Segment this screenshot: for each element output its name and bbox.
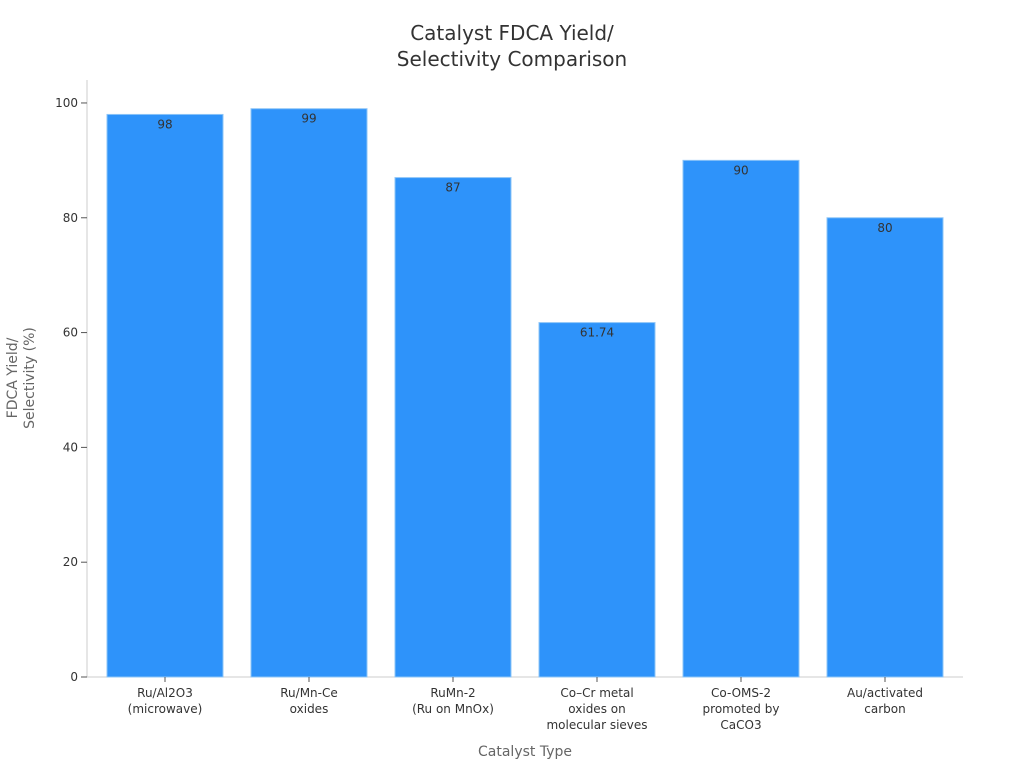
y-tick-label: 80 [63,211,78,225]
bar-data-label: 87 [445,181,460,195]
bar-data-label: 90 [733,163,748,177]
x-tick-label: Co–Cr metal [560,686,633,700]
y-tick-label: 40 [63,440,78,454]
bar [394,177,512,678]
axes [86,80,963,678]
x-tick-label: molecular sieves [546,718,647,732]
bar [826,217,944,678]
bar [106,113,224,678]
y-tick-label: 0 [70,670,78,684]
x-tick-label: Au/activated [847,686,923,700]
x-tick-label: RuMn-2 [430,686,475,700]
bar [538,322,656,678]
bar-data-label: 80 [877,221,892,235]
y-ticks: 0 20 40 60 80 100 [55,96,87,684]
bars [106,108,944,678]
x-tick-label: oxides [290,702,329,716]
bar [682,159,800,678]
x-tick-label: Ru/Al2O3 [137,686,193,700]
x-tick-label: promoted by [703,702,780,716]
bar [250,108,368,678]
y-axis-label-line: Selectivity (%) [22,327,38,429]
x-tick-label: Ru/Mn-Ce [280,686,338,700]
y-tick-label: 100 [55,96,78,110]
x-tick-label: carbon [864,702,905,716]
chart-title-line: Catalyst FDCA Yield/ [410,21,614,45]
y-axis-label: FDCA Yield/Selectivity (%) [5,327,38,429]
bar-data-label: 99 [301,112,316,126]
y-tick-label: 60 [63,326,78,340]
data-labels: 98 99 87 61.74 90 80 [157,112,892,340]
y-axis-label-line: FDCA Yield/ [5,337,21,418]
x-tick-label: (Ru on MnOx) [412,702,494,716]
x-tick-label: CaCO3 [720,718,761,732]
x-tick-label: Co-OMS-2 [711,686,771,700]
bar-data-label: 61.74 [580,326,614,340]
bar-data-label: 98 [157,117,172,131]
y-tick-label: 20 [63,555,78,569]
x-tick-label: (microwave) [128,702,203,716]
x-axis-label: Catalyst Type [478,744,572,760]
chart-title-line: Selectivity Comparison [397,47,627,71]
x-ticks: Ru/Al2O3 (microwave) Ru/Mn-Ce oxides RuMn-2 (… [128,677,923,732]
chart-title: Catalyst FDCA Yield/Selectivity Comparis… [397,21,627,71]
x-tick-label: oxides on [568,702,625,716]
